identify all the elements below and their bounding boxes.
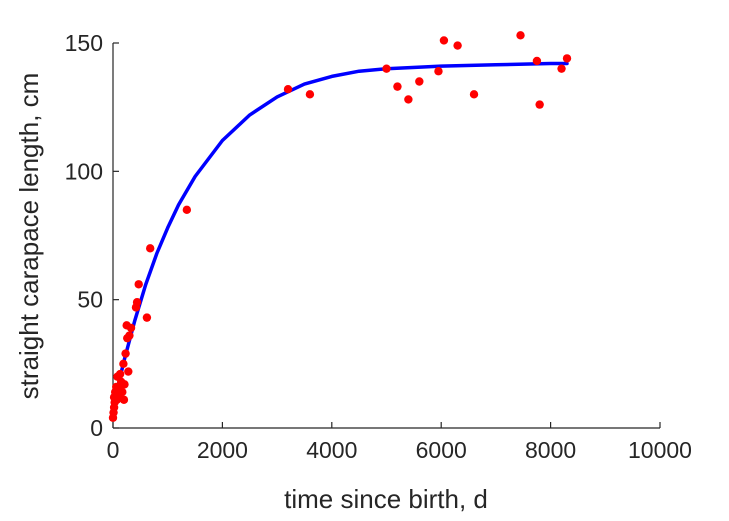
data-point <box>532 56 542 66</box>
data-point <box>434 67 443 76</box>
data-point <box>535 100 544 109</box>
y-axis-label: straight carapace length, cm <box>14 73 44 400</box>
data-point <box>516 31 525 40</box>
data-point <box>305 90 315 99</box>
data-point <box>557 64 566 73</box>
y-tick-label: 50 <box>77 287 103 313</box>
data-points-group <box>108 31 572 422</box>
y-ticks: 0 50 100 150 <box>65 30 119 441</box>
data-point <box>142 313 152 322</box>
data-point <box>562 54 572 63</box>
x-tick-label: 8000 <box>525 437 576 463</box>
data-point <box>124 367 133 376</box>
data-point <box>182 205 192 215</box>
y-tick-label: 150 <box>65 30 103 56</box>
data-point <box>134 280 143 289</box>
x-ticks: 0 2000 4000 6000 8000 10000 <box>107 422 692 463</box>
fit-curve-group <box>111 61 569 410</box>
data-point <box>393 82 402 91</box>
data-point <box>404 95 413 104</box>
data-point <box>118 387 127 397</box>
x-tick-label: 10000 <box>628 437 692 463</box>
x-axis-label: time since birth, d <box>284 484 488 514</box>
data-point <box>469 90 479 99</box>
data-point <box>415 77 424 86</box>
x-tick-label: 0 <box>107 437 120 463</box>
data-point <box>439 36 449 45</box>
fit-curve-line <box>111 61 569 410</box>
data-point <box>283 85 293 94</box>
axes <box>112 43 660 429</box>
data-point <box>121 349 130 358</box>
data-point <box>119 395 129 404</box>
data-point <box>119 359 128 369</box>
x-tick-label: 4000 <box>306 437 357 463</box>
data-point <box>453 41 462 50</box>
y-tick-label: 100 <box>65 158 103 184</box>
data-point <box>126 323 136 333</box>
data-point <box>115 369 125 379</box>
y-tick-label: 0 <box>90 415 103 441</box>
data-point <box>120 380 129 389</box>
data-point <box>145 244 155 253</box>
data-point <box>125 331 134 340</box>
x-tick-label: 2000 <box>197 437 248 463</box>
data-point <box>382 64 391 73</box>
x-tick-label: 6000 <box>416 437 467 463</box>
data-point <box>132 298 142 307</box>
